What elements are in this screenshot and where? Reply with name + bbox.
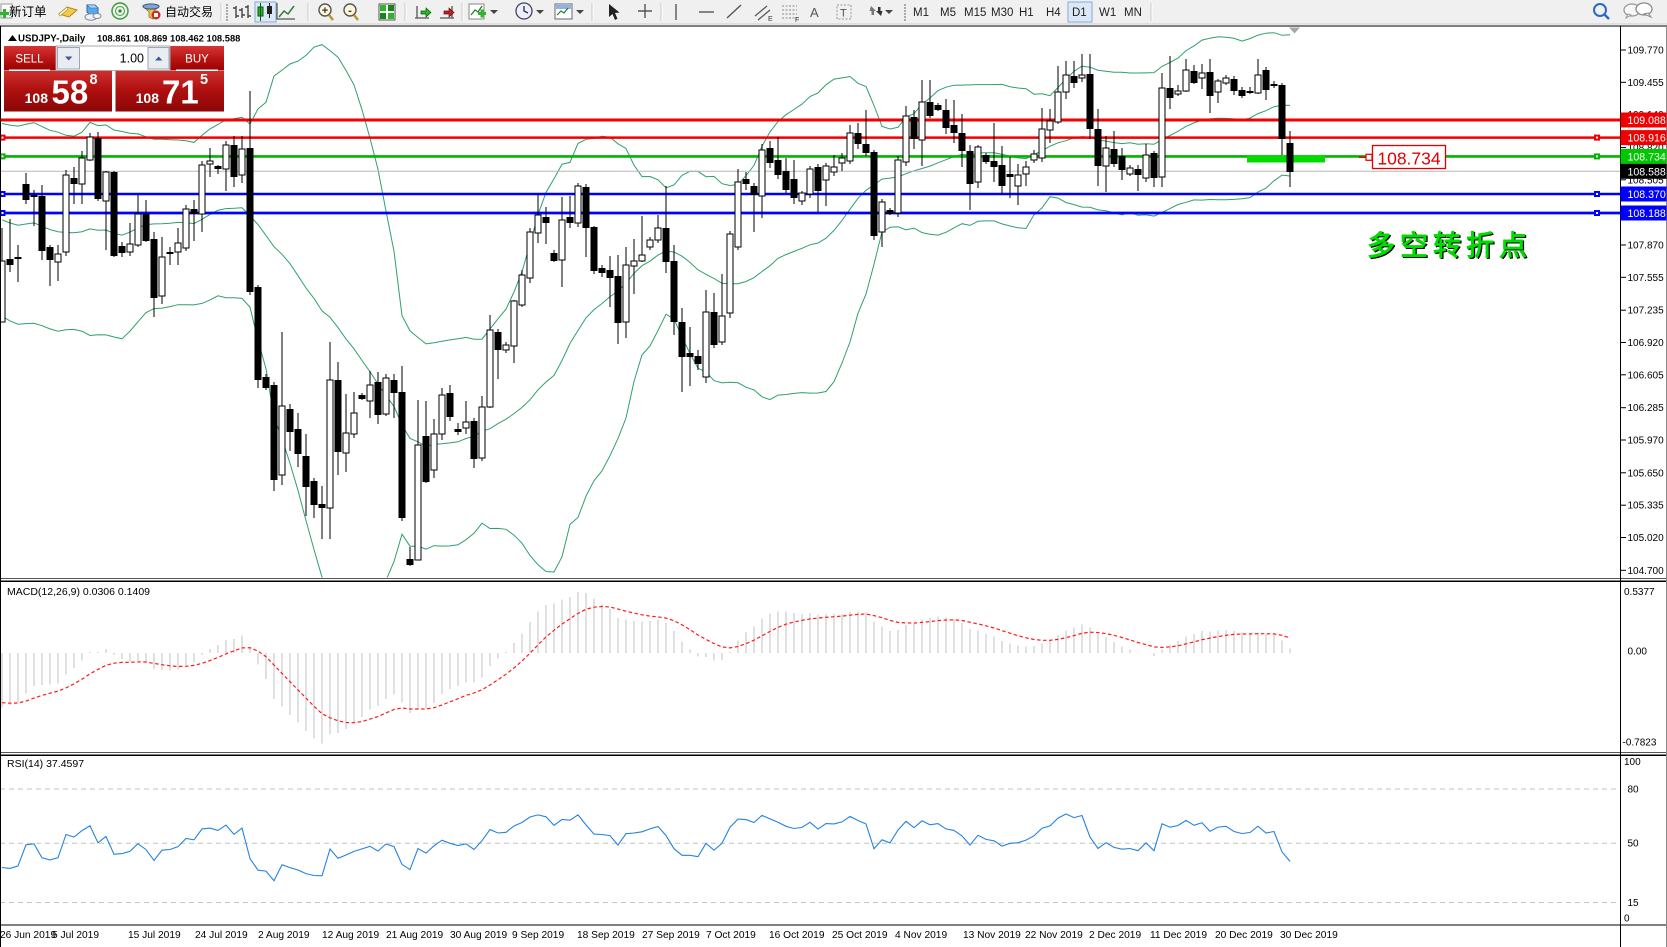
svg-text:105.650: 105.650 bbox=[1628, 468, 1665, 479]
svg-text:108: 108 bbox=[25, 90, 49, 106]
svg-text:18 Sep 2019: 18 Sep 2019 bbox=[577, 930, 635, 941]
svg-text:新订单: 新订单 bbox=[9, 4, 47, 19]
svg-text:108.588: 108.588 bbox=[1628, 166, 1666, 178]
svg-text:BUY: BUY bbox=[185, 54, 209, 66]
svg-text:M1: M1 bbox=[913, 7, 929, 19]
svg-text:-0.7823: -0.7823 bbox=[1623, 738, 1657, 749]
svg-text:108.820: 108.820 bbox=[1628, 143, 1665, 154]
svg-text:H1: H1 bbox=[1019, 7, 1034, 19]
svg-text:21 Aug 2019: 21 Aug 2019 bbox=[386, 930, 444, 941]
svg-text:24 Jul 2019: 24 Jul 2019 bbox=[195, 930, 248, 941]
svg-text:M15: M15 bbox=[964, 7, 986, 19]
svg-text:4 Nov 2019: 4 Nov 2019 bbox=[895, 930, 947, 941]
svg-text:100: 100 bbox=[1624, 757, 1641, 768]
svg-text:107.555: 107.555 bbox=[1628, 273, 1665, 284]
svg-text:58: 58 bbox=[52, 74, 89, 111]
svg-text:22 Nov 2019: 22 Nov 2019 bbox=[1025, 930, 1083, 941]
svg-text:71: 71 bbox=[162, 74, 199, 111]
svg-text:15: 15 bbox=[1628, 898, 1640, 909]
svg-text:8: 8 bbox=[90, 72, 98, 88]
svg-text:自动交易: 自动交易 bbox=[165, 4, 213, 19]
svg-text:-: - bbox=[348, 5, 352, 17]
svg-text:16 Oct 2019: 16 Oct 2019 bbox=[769, 930, 825, 941]
svg-text:多空转折点: 多空转折点 bbox=[1367, 229, 1532, 261]
svg-text:M30: M30 bbox=[991, 7, 1013, 19]
svg-text:108.734: 108.734 bbox=[1628, 151, 1666, 163]
svg-text:108.734: 108.734 bbox=[1377, 149, 1441, 169]
svg-text:107.870: 107.870 bbox=[1628, 241, 1665, 252]
svg-text:H4: H4 bbox=[1046, 7, 1061, 19]
svg-text:MN: MN bbox=[1124, 7, 1142, 19]
svg-text:F: F bbox=[795, 17, 799, 24]
svg-text:108.188: 108.188 bbox=[1628, 208, 1666, 220]
svg-text:109.770: 109.770 bbox=[1628, 46, 1665, 57]
svg-text:多空转折点: 多空转折点 bbox=[1368, 230, 1533, 262]
svg-text:106.285: 106.285 bbox=[1628, 403, 1665, 414]
svg-text:26 Jun 2019: 26 Jun 2019 bbox=[0, 930, 56, 941]
svg-text:9 Sep 2019: 9 Sep 2019 bbox=[512, 930, 564, 941]
svg-text:109.088: 109.088 bbox=[1628, 115, 1666, 127]
svg-text:W1: W1 bbox=[1099, 7, 1116, 19]
svg-text:15 Jul 2019: 15 Jul 2019 bbox=[128, 930, 181, 941]
svg-text:108: 108 bbox=[136, 90, 160, 106]
svg-text:5: 5 bbox=[200, 72, 208, 88]
svg-text:E: E bbox=[768, 16, 773, 23]
svg-text:109.455: 109.455 bbox=[1628, 78, 1665, 89]
svg-text:1.00: 1.00 bbox=[120, 52, 144, 66]
svg-text:108.916: 108.916 bbox=[1628, 133, 1666, 145]
svg-text:50: 50 bbox=[1628, 839, 1640, 850]
svg-text:108.505: 108.505 bbox=[1628, 175, 1665, 186]
svg-text:104.700: 104.700 bbox=[1628, 566, 1665, 577]
svg-text:M5: M5 bbox=[940, 7, 956, 19]
svg-text:MACD(12,26,9) 0.0306 0.1409: MACD(12,26,9) 0.0306 0.1409 bbox=[7, 586, 150, 598]
svg-text:20 Dec 2019: 20 Dec 2019 bbox=[1215, 930, 1273, 941]
svg-text:12 Aug 2019: 12 Aug 2019 bbox=[322, 930, 380, 941]
svg-text:80: 80 bbox=[1628, 785, 1640, 796]
svg-text:105.020: 105.020 bbox=[1628, 533, 1665, 544]
svg-text:105.335: 105.335 bbox=[1628, 501, 1665, 512]
svg-text:106.605: 106.605 bbox=[1628, 370, 1665, 381]
svg-text:A: A bbox=[810, 5, 819, 20]
svg-text:108.861 108.869 108.462 108.58: 108.861 108.869 108.462 108.588 bbox=[97, 33, 240, 44]
svg-text:30 Dec 2019: 30 Dec 2019 bbox=[1280, 930, 1338, 941]
svg-text:13 Nov 2019: 13 Nov 2019 bbox=[963, 930, 1021, 941]
svg-text:27 Sep 2019: 27 Sep 2019 bbox=[642, 930, 700, 941]
svg-text:0.5377: 0.5377 bbox=[1624, 587, 1655, 598]
svg-text:7 Oct 2019: 7 Oct 2019 bbox=[706, 930, 756, 941]
svg-text:RSI(14) 37.4597: RSI(14) 37.4597 bbox=[7, 758, 84, 770]
svg-text:105.970: 105.970 bbox=[1628, 436, 1665, 447]
svg-text:0.00: 0.00 bbox=[1628, 647, 1648, 658]
svg-text:D1: D1 bbox=[1072, 7, 1087, 19]
svg-text:25 Oct 2019: 25 Oct 2019 bbox=[832, 930, 888, 941]
svg-text:11 Dec 2019: 11 Dec 2019 bbox=[1150, 930, 1207, 941]
svg-text:2 Aug 2019: 2 Aug 2019 bbox=[258, 930, 310, 941]
svg-text:30 Aug 2019: 30 Aug 2019 bbox=[450, 930, 508, 941]
svg-text:+: + bbox=[322, 5, 328, 17]
svg-text:5 Jul 2019: 5 Jul 2019 bbox=[52, 930, 99, 941]
svg-text:T: T bbox=[840, 8, 847, 20]
svg-text:107.235: 107.235 bbox=[1628, 306, 1665, 317]
svg-text:USDJPY-,Daily: USDJPY-,Daily bbox=[18, 34, 86, 45]
svg-text:108.370: 108.370 bbox=[1628, 189, 1666, 201]
svg-text:0: 0 bbox=[1624, 914, 1630, 925]
svg-text:106.920: 106.920 bbox=[1628, 338, 1665, 349]
svg-text:SELL: SELL bbox=[15, 54, 44, 66]
svg-text:2 Dec 2019: 2 Dec 2019 bbox=[1089, 930, 1141, 941]
